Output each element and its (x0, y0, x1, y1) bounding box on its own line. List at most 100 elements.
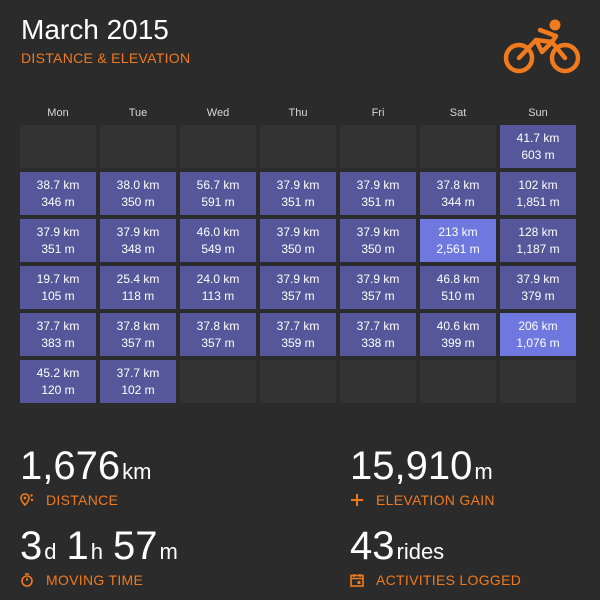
day-cell-week2-mon: 38.7 km 346 m (20, 172, 96, 215)
day-distance: 25.4 km (116, 271, 160, 286)
distance-label: DISTANCE (46, 492, 119, 508)
plus-icon (351, 494, 363, 506)
day-distance: 37.9 km (516, 271, 560, 286)
day-elevation: 350 m (281, 241, 315, 256)
day-elevation: 351 m (281, 194, 315, 209)
page-subtitle: DISTANCE & ELEVATION (21, 50, 191, 66)
day-cell-week2-sun: 102 km 1,851 m (500, 172, 576, 215)
day-elevation: 357 m (361, 288, 395, 303)
stopwatch-icon (21, 573, 33, 587)
day-cell-week3-sun: 128 km 1,187 m (500, 219, 576, 262)
day-distance: 37.7 km (116, 365, 160, 380)
day-cell-week5-sat: 40.6 km 399 m (420, 313, 496, 356)
day-cell-week3-sat: 213 km 2,561 m (420, 219, 496, 262)
day-cell-week3-mon: 37.9 km 351 m (20, 219, 96, 262)
day-header-sun: Sun (528, 107, 548, 119)
day-elevation: 357 m (281, 288, 315, 303)
day-cell-week6-mon: 45.2 km 120 m (20, 360, 96, 403)
calendar-weeks: 41.7 km 603 m 38.7 km 346 m 38.0 km 350 m 56.7… (20, 125, 580, 403)
day-distance: 37.7 km (356, 318, 400, 333)
moving-time-hours-unit: h (90, 539, 103, 564)
day-elevation: 346 m (41, 194, 75, 209)
day-cell-week4-tue: 25.4 km 118 m (100, 266, 176, 309)
day-cell-week4-sun: 37.9 km 379 m (500, 266, 576, 309)
day-cell-week2-thu: 37.9 km 351 m (260, 172, 336, 215)
day-distance: 38.0 km (116, 177, 160, 192)
day-cell-week4-thu: 37.9 km 357 m (260, 266, 336, 309)
day-elevation: 2,561 m (436, 241, 480, 256)
day-distance: 128 km (518, 224, 558, 239)
day-header-sat: Sat (449, 107, 467, 119)
day-elevation: 350 m (361, 241, 395, 256)
moving-time-minutes: 57 (113, 524, 158, 568)
day-distance: 38.7 km (36, 177, 80, 192)
day-distance: 37.9 km (36, 224, 80, 239)
empty-day-cell (180, 125, 256, 168)
day-distance: 102 km (518, 177, 558, 192)
day-cell-week3-thu: 37.9 km 350 m (260, 219, 336, 262)
day-elevation: 351 m (41, 241, 75, 256)
day-cell-week4-mon: 19.7 km 105 m (20, 266, 96, 309)
day-distance: 37.9 km (276, 177, 320, 192)
empty-day-cell (260, 360, 336, 403)
distance-value: 1,676 (20, 444, 121, 488)
activities-value: 43 (350, 524, 395, 568)
moving-time-label: MOVING TIME (46, 572, 144, 588)
day-distance: 37.7 km (276, 318, 320, 333)
day-cell-week5-thu: 37.7 km 359 m (260, 313, 336, 356)
day-header-wed: Wed (206, 107, 230, 119)
day-cell-week5-fri: 37.7 km 338 m (340, 313, 416, 356)
moving-time-minutes-unit: m (159, 539, 178, 564)
day-elevation: 1,076 m (516, 335, 560, 350)
day-cell-week6-tue: 37.7 km 102 m (100, 360, 176, 403)
day-distance: 40.6 km (436, 318, 480, 333)
moving-time-hours: 1 (66, 524, 89, 568)
day-distance: 37.8 km (116, 318, 160, 333)
elevation-stat: 15,910 m ELEVATION GAIN (350, 444, 495, 508)
day-cell-week1-sun: 41.7 km 603 m (500, 125, 576, 168)
day-distance: 46.8 km (436, 271, 480, 286)
day-elevation: 105 m (41, 288, 75, 303)
day-distance: 56.7 km (196, 177, 240, 192)
calendar-icon (350, 574, 364, 587)
day-distance: 37.9 km (356, 224, 400, 239)
day-elevation: 357 m (121, 335, 155, 350)
distance-unit: km (122, 459, 152, 484)
day-elevation: 357 m (201, 335, 235, 350)
empty-day-cell (340, 125, 416, 168)
day-elevation: 350 m (121, 194, 155, 209)
day-cell-week5-tue: 37.8 km 357 m (100, 313, 176, 356)
empty-day-cell (260, 125, 336, 168)
empty-day-cell (340, 360, 416, 403)
day-elevation: 102 m (121, 382, 155, 397)
day-elevation: 379 m (521, 288, 555, 303)
day-distance: 37.8 km (196, 318, 240, 333)
empty-day-cell (20, 125, 96, 168)
day-elevation: 399 m (441, 335, 475, 350)
elevation-unit: m (474, 459, 493, 484)
day-elevation: 383 m (41, 335, 75, 350)
day-distance: 37.8 km (436, 177, 480, 192)
day-elevation: 549 m (201, 241, 235, 256)
page-title: March 2015 (21, 14, 169, 45)
empty-day-cell (420, 125, 496, 168)
day-distance: 37.9 km (356, 177, 400, 192)
day-cell-week3-tue: 37.9 km 348 m (100, 219, 176, 262)
day-distance: 37.7 km (36, 318, 80, 333)
day-distance: 24.0 km (196, 271, 240, 286)
day-cell-week5-mon: 37.7 km 383 m (20, 313, 96, 356)
calendar-grid: Mon Tue Wed Thu Fri Sat Sun 41.7 km 603 m… (20, 104, 580, 403)
day-header-fri: Fri (371, 107, 385, 119)
day-elevation: 1,187 m (516, 241, 560, 256)
day-elevation: 344 m (441, 194, 475, 209)
day-elevation: 510 m (441, 288, 475, 303)
elevation-value: 15,910 (350, 444, 473, 488)
day-cell-week4-wed: 24.0 km 113 m (180, 266, 256, 309)
day-distance: 37.9 km (356, 271, 400, 286)
moving-time-days: 3 (20, 524, 43, 568)
day-cell-week5-wed: 37.8 km 357 m (180, 313, 256, 356)
activities-stat: 43 rides ACTIVITIES LOGGED (350, 524, 521, 588)
day-cell-week4-sat: 46.8 km 510 m (420, 266, 496, 309)
day-distance: 41.7 km (516, 130, 560, 145)
day-cell-week3-wed: 46.0 km 549 m (180, 219, 256, 262)
